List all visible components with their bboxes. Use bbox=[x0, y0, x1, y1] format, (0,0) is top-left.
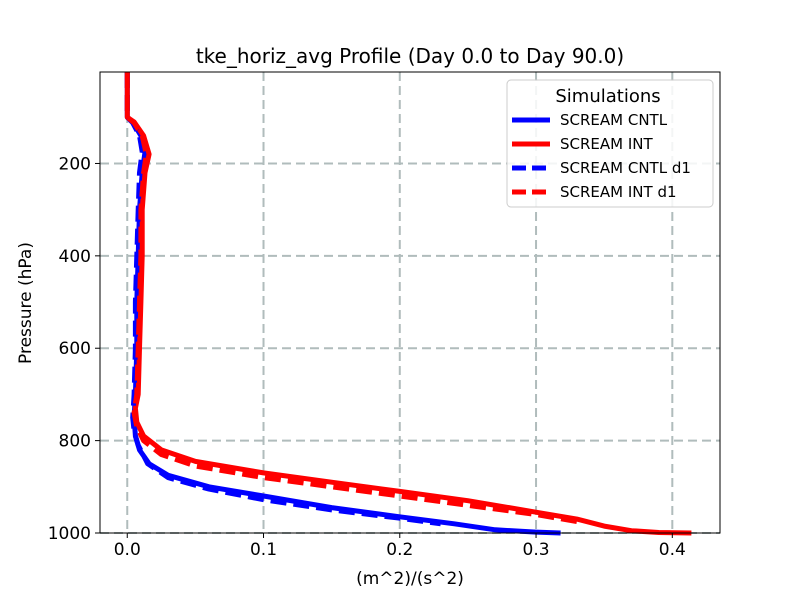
x-tick-label: 0.1 bbox=[250, 540, 277, 560]
x-tick-label: 0.4 bbox=[659, 540, 686, 560]
legend-entries: SCREAM CNTL SCREAM INT SCREAM CNTL d1 SCREA… bbox=[512, 111, 691, 201]
series-line-4 bbox=[124, 72, 578, 524]
x-tick-label: 0.0 bbox=[114, 540, 141, 560]
x-tick-label: 0.3 bbox=[523, 540, 550, 560]
legend-label-1: SCREAM CNTL bbox=[560, 111, 668, 129]
y-tick-label: 800 bbox=[59, 432, 91, 452]
legend-label-4: SCREAM INT d1 bbox=[560, 183, 677, 201]
x-tick-label: 0.2 bbox=[386, 540, 413, 560]
tick-layer: 0.0 0.1 0.2 0.3 0.4 200 400 600 800 1000 bbox=[48, 154, 686, 560]
x-axis-label: (m^2)/(s^2) bbox=[356, 569, 464, 589]
plot-area-frame bbox=[99, 71, 721, 534]
legend-title: Simulations bbox=[555, 86, 660, 107]
chart-title: tke_horiz_avg Profile (Day 0.0 to Day 90… bbox=[196, 44, 624, 68]
y-tick-label: 600 bbox=[59, 339, 91, 359]
y-tick-label: 1000 bbox=[48, 524, 91, 544]
y-axis-label: Pressure (hPa) bbox=[16, 242, 36, 364]
series-line-3 bbox=[124, 72, 442, 527]
legend-box bbox=[506, 79, 714, 208]
series-line-1 bbox=[124, 72, 561, 536]
y-tick-label: 400 bbox=[59, 247, 91, 267]
series-layer bbox=[124, 72, 692, 536]
y-tick-label: 200 bbox=[59, 154, 91, 174]
legend-label-2: SCREAM INT bbox=[560, 135, 654, 153]
legend-label-3: SCREAM CNTL d1 bbox=[560, 159, 691, 177]
